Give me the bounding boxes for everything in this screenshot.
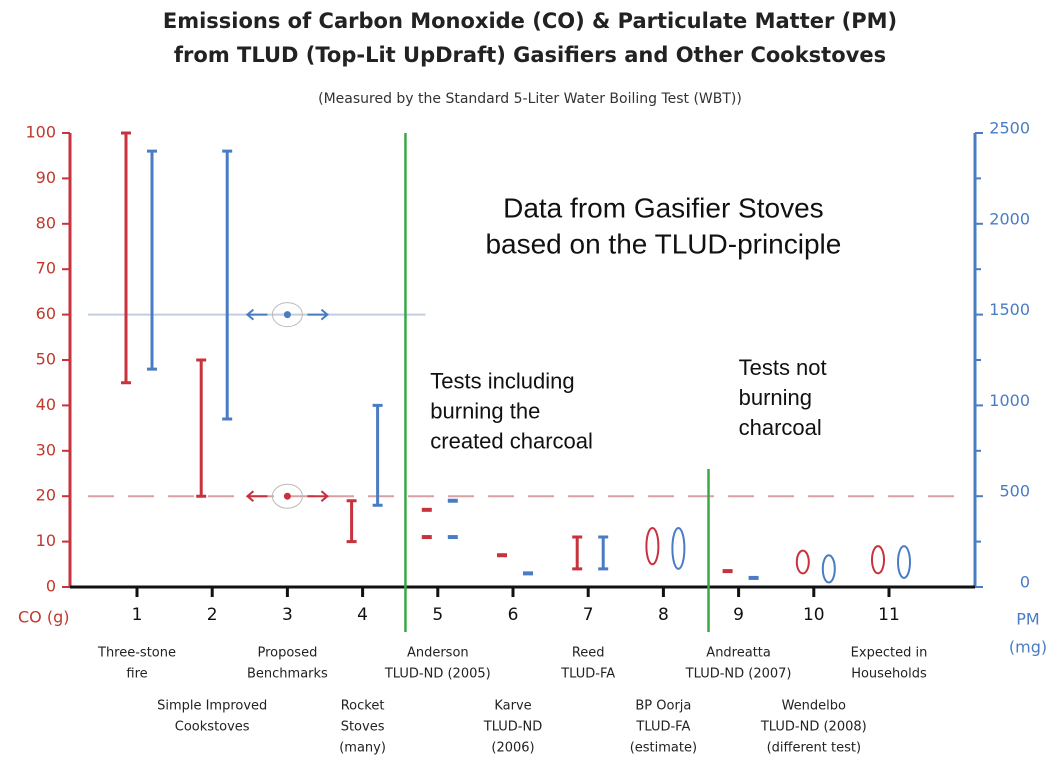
chart-title: Emissions of Carbon Monoxide (CO) & Part… [163, 9, 897, 33]
category-name: (estimate) [630, 741, 697, 756]
range-ellipse [671, 526, 686, 570]
y2-tick-label: 1000 [989, 391, 1030, 410]
category-name: (2006) [491, 741, 534, 756]
y-tick-label: 100 [25, 123, 56, 142]
y-tick-label: 0 [46, 577, 56, 596]
range-ellipse [795, 549, 810, 575]
annotation: created charcoal [430, 429, 593, 454]
category-name: (different test) [767, 741, 861, 756]
category-name: Wendelbo [782, 699, 846, 714]
category-name: Three-stone [97, 646, 176, 661]
x-tick-label: 9 [733, 605, 744, 625]
category-name: Reed [572, 646, 605, 661]
range-ellipse [821, 554, 836, 584]
y2-tick-label: 500 [999, 482, 1030, 501]
range-ellipse [897, 545, 911, 579]
y2-tick-label: 1500 [989, 300, 1030, 319]
annotation: burning the [430, 399, 540, 424]
category-name: Stoves [341, 720, 385, 735]
category-name: Anderson [407, 646, 469, 661]
range-bar [222, 149, 233, 421]
category-name: Households [851, 667, 927, 682]
range-ellipse [645, 526, 660, 566]
x-tick-label: 1 [132, 605, 143, 625]
category-name: Expected in [851, 646, 928, 661]
annotation: Data from Gasifier Stoves [503, 193, 824, 224]
y-tick-label: 50 [36, 350, 56, 369]
y-tick-label: 80 [36, 213, 56, 232]
category-name: Simple Improved [157, 699, 267, 714]
x-tick-label: 5 [432, 605, 443, 625]
y2-tick-label: 0 [1020, 573, 1030, 592]
y-axis-label: CO (g) [18, 608, 70, 627]
benchmark-arrows [245, 490, 329, 502]
range-bar [598, 535, 609, 571]
category-name: Rocket [341, 699, 385, 714]
x-tick-label: 3 [282, 605, 293, 625]
annotation: charcoal [739, 415, 822, 440]
annotation: Tests not [739, 355, 827, 380]
y-tick-label: 20 [36, 486, 56, 505]
category-name: fire [126, 667, 147, 682]
y2-tick-label: 2500 [989, 119, 1030, 138]
y-tick-label: 10 [36, 531, 56, 550]
range-bar [147, 149, 157, 371]
x-tick-label: 11 [878, 605, 900, 625]
category-name: TLUD-ND [483, 720, 543, 735]
y-tick-label: 30 [36, 440, 56, 459]
range-bar [372, 403, 383, 507]
category-name: (many) [339, 741, 386, 756]
y-tick-label: 40 [36, 395, 56, 414]
category-name: Benchmarks [247, 667, 328, 682]
x-tick-label: 8 [658, 605, 669, 625]
y2-tick-label: 2000 [989, 209, 1030, 228]
chart-subtitle: (Measured by the Standard 5-Liter Water … [318, 91, 742, 107]
category-name: TLUD-ND (2005) [384, 667, 491, 682]
x-tick-label: 7 [583, 605, 594, 625]
chart-title: from TLUD (Top-Lit UpDraft) Gasifiers an… [174, 43, 886, 67]
annotation: burning [739, 385, 812, 410]
range-bar [121, 131, 131, 385]
y-tick-label: 60 [36, 304, 56, 323]
range-bar [196, 358, 207, 498]
y2-axis-label: (mg) [1009, 638, 1047, 657]
category-name: Karve [494, 699, 531, 714]
y-tick-label: 70 [36, 259, 56, 278]
benchmark-arrows [245, 308, 329, 321]
category-name: BP Oorja [635, 699, 691, 714]
x-tick-label: 6 [508, 605, 519, 625]
x-tick-label: 2 [207, 605, 218, 625]
benchmark-ring [271, 483, 303, 509]
y-tick-label: 90 [36, 168, 56, 187]
category-name: Cookstoves [175, 720, 250, 735]
category-name: TLUD-FA [635, 720, 690, 735]
x-tick-label: 4 [357, 605, 368, 625]
x-tick-label: 10 [803, 605, 825, 625]
category-name: TLUD-ND (2007) [685, 667, 792, 682]
category-name: Andreatta [706, 646, 771, 661]
range-bar [572, 535, 583, 571]
category-name: TLUD-FA [560, 667, 615, 682]
annotation: based on the TLUD-principle [485, 229, 841, 260]
benchmark-ring [271, 302, 303, 328]
category-name: TLUD-ND (2008) [760, 720, 867, 735]
benchmark-point [283, 311, 291, 319]
category-name: Proposed [257, 646, 317, 661]
annotation: Tests including [430, 369, 574, 394]
y2-axis-label: PM [1016, 610, 1039, 629]
range-ellipse [871, 545, 885, 575]
range-bar [346, 499, 357, 544]
benchmark-point [283, 492, 291, 500]
